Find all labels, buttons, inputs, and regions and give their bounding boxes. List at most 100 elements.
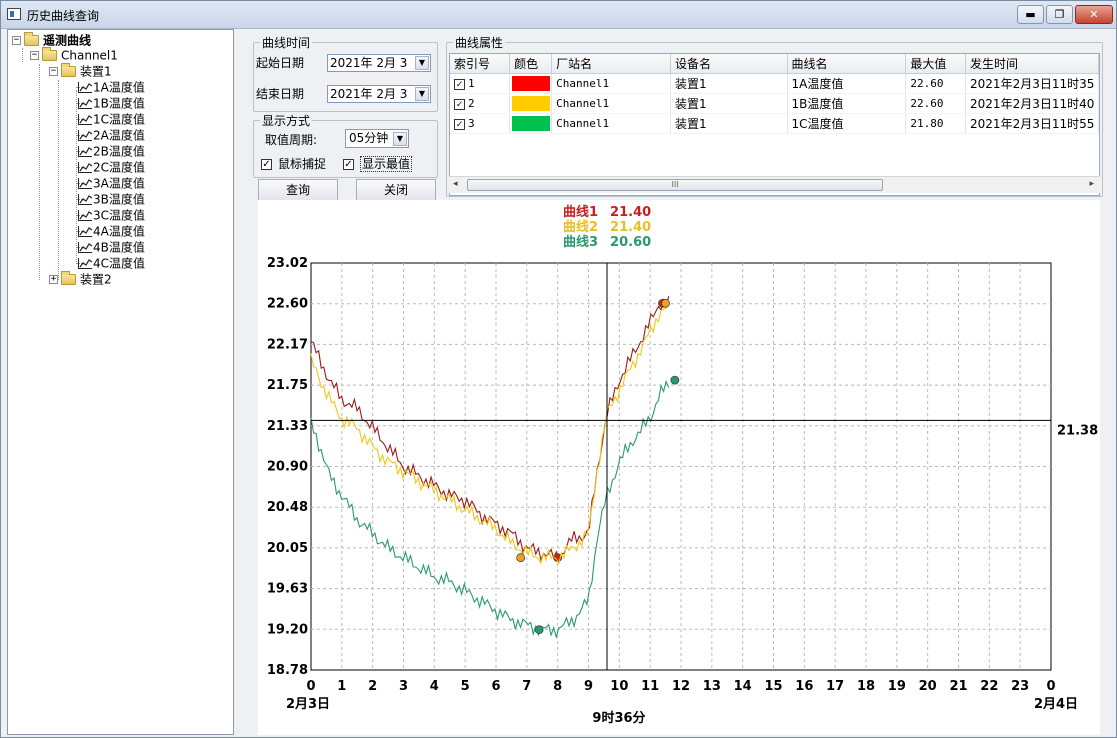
title-bar[interactable]: 历史曲线查询 ▬ ❐ ✕ [1, 1, 1116, 29]
tree-item-label: 1A温度值 [93, 80, 145, 95]
window-title: 历史曲线查询 [27, 9, 100, 23]
row-index-cell[interactable]: ✓ 2 [450, 93, 511, 114]
x-tick-label: 13 [703, 679, 721, 694]
column-header-curve[interactable]: 曲线名 [787, 54, 907, 74]
show-extreme-checkbox[interactable]: ✓ 显示最值 [343, 156, 413, 172]
row-curve-cell: 1B温度值 [787, 93, 907, 114]
maximize-button[interactable]: ❐ [1046, 5, 1073, 24]
tree-item-curve[interactable]: 2A温度值 [76, 127, 145, 143]
tree-node-device2[interactable]: + 装置2 [49, 271, 112, 287]
history-chart[interactable]: 23.02 22.60 22.17 21.75 21.33 20.90 20.48 20.05… [258, 200, 1100, 735]
close-button[interactable]: 关闭 [356, 179, 436, 201]
start-date-picker[interactable]: 2021年 2月 3 ▼ [327, 54, 431, 72]
readout-value: 21.40 [610, 220, 652, 235]
x-tick-label: 7 [522, 679, 531, 694]
collapse-icon[interactable]: − [12, 35, 21, 45]
line-chart-icon [78, 98, 93, 109]
tree-node-device1[interactable]: − 装置1 [49, 63, 112, 79]
props-hscrollbar[interactable]: ◂ III ▸ [449, 176, 1100, 193]
series-line [310, 379, 670, 640]
tree-item-curve[interactable]: 1C温度值 [76, 111, 145, 127]
y-tick-label: 23.02 [267, 256, 308, 271]
time-group: 曲线时间 [253, 34, 438, 112]
close-window-button[interactable]: ✕ [1075, 5, 1113, 24]
collapse-icon[interactable]: − [30, 50, 39, 60]
tree-item-curve[interactable]: 4A温度值 [76, 223, 145, 239]
y-tick-label: 20.05 [267, 541, 308, 556]
column-header-index[interactable]: 索引号 [450, 54, 511, 74]
tree-item-curve[interactable]: 1A温度值 [76, 79, 145, 95]
line-chart-icon [78, 82, 93, 93]
props-table[interactable]: 索引号 颜色 厂站名 设备名 曲线名 最大值 发生时间 ✓ 1 Channel1 装置… [449, 53, 1100, 196]
x-tick-label: 22 [980, 679, 998, 694]
tree-item-label: 3C温度值 [93, 208, 146, 223]
row-time-cell: 2021年2月3日11时55 [965, 113, 1099, 134]
x-end-date-label: 2月4日 [1034, 697, 1078, 712]
checkbox-icon[interactable]: ✓ [343, 159, 354, 170]
chevron-down-icon[interactable]: ▼ [415, 56, 429, 70]
tree-node-channel[interactable]: − Channel1 [30, 47, 118, 63]
row-index-cell[interactable]: ✓ 1 [450, 73, 511, 94]
end-date-value: 2021年 2月 3 [330, 87, 408, 101]
line-chart-icon [78, 258, 93, 269]
x-tick-label: 10 [610, 679, 628, 694]
minimize-button[interactable]: ▬ [1017, 5, 1044, 24]
tree-item-label: 1B温度值 [93, 96, 145, 111]
table-row[interactable]: ✓ 2 Channel1 装置1 1B温度值 22.60 2021年2月3日11时40 [450, 93, 1099, 114]
extreme-marker [670, 375, 680, 385]
end-date-label: 结束日期 [256, 87, 305, 101]
tree-item-curve[interactable]: 3A温度值 [76, 175, 145, 191]
tree-item-curve[interactable]: 3C温度值 [76, 207, 146, 223]
row-curve-cell: 1A温度值 [787, 73, 907, 94]
tree-item-label: 2A温度值 [93, 128, 145, 143]
column-header-time[interactable]: 发生时间 [965, 54, 1099, 74]
line-chart-icon [78, 146, 93, 157]
checkbox-icon[interactable]: ✓ [454, 98, 465, 110]
tree-item-label: 2B温度值 [93, 144, 145, 159]
chevron-down-icon[interactable]: ▼ [415, 87, 429, 101]
tree-item-curve[interactable]: 3B温度值 [76, 191, 145, 207]
tree-item-label: 4B温度值 [93, 240, 145, 255]
tree-node-root[interactable]: − 遥测曲线 [12, 32, 92, 48]
end-date-picker[interactable]: 2021年 2月 3 ▼ [327, 85, 431, 103]
checkbox-icon[interactable]: ✓ [261, 159, 272, 170]
collapse-icon[interactable]: − [49, 66, 58, 76]
period-select[interactable]: 05分钟 ▼ [345, 129, 409, 148]
query-button[interactable]: 查询 [258, 179, 338, 201]
tree-item-curve[interactable]: 4C温度值 [76, 255, 145, 271]
table-row[interactable]: ✓ 3 Channel1 装置1 1C温度值 21.80 2021年2月3日11时55 [450, 113, 1099, 134]
line-chart-icon [78, 178, 93, 189]
mouse-capture-checkbox[interactable]: ✓ 鼠标捕捉 [261, 157, 327, 171]
curve-tree[interactable]: − 遥测曲线 − Channel1 − 装置1 1A温度值 1B温度值 1C温度值 2A温度… [7, 29, 234, 735]
period-label: 取值周期: [265, 133, 318, 147]
scroll-right-icon[interactable]: ▸ [1089, 179, 1094, 189]
row-device-cell: 装置1 [670, 93, 788, 114]
column-header-device[interactable]: 设备名 [670, 54, 788, 74]
table-row[interactable]: ✓ 1 Channel1 装置1 1A温度值 22.60 2021年2月3日11时35 [450, 73, 1099, 94]
readout-name: 曲线1 [563, 205, 599, 220]
row-index-cell[interactable]: ✓ 3 [450, 113, 511, 134]
scroll-left-icon[interactable]: ◂ [453, 179, 458, 189]
chart-area[interactable]: 曲线1 21.40 曲线2 21.40 曲线3 20.60 23.02 22.60 22.17… [258, 200, 1100, 735]
checkbox-icon[interactable]: ✓ [454, 78, 465, 90]
tree-item-label: 2C温度值 [93, 160, 146, 175]
column-header-station[interactable]: 厂站名 [551, 54, 671, 74]
scroll-thumb[interactable]: III [467, 179, 883, 191]
readout-value: 21.40 [610, 205, 652, 220]
extreme-marker [516, 553, 526, 563]
checkbox-icon[interactable]: ✓ [454, 118, 465, 130]
chevron-down-icon[interactable]: ▼ [393, 132, 407, 146]
expand-icon[interactable]: + [49, 274, 58, 284]
tree-item-curve[interactable]: 1B温度值 [76, 95, 145, 111]
row-index: 3 [468, 117, 475, 130]
period-value: 05分钟 [349, 131, 389, 145]
row-max-cell: 22.60 [905, 73, 967, 94]
x-tick-label: 0 [1046, 679, 1055, 694]
tree-item-label: 3A温度值 [93, 176, 145, 191]
tree-item-curve[interactable]: 2C温度值 [76, 159, 146, 175]
tree-item-curve[interactable]: 2B温度值 [76, 143, 145, 159]
column-header-max[interactable]: 最大值 [905, 54, 967, 74]
tree-item-curve[interactable]: 4B温度值 [76, 239, 145, 255]
column-header-color[interactable]: 颜色 [509, 54, 553, 74]
